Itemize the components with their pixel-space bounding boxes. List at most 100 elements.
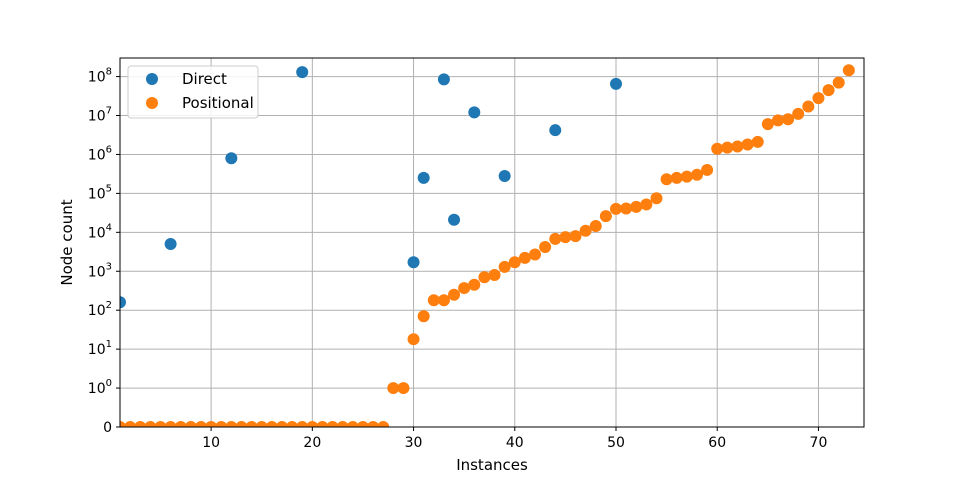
positional-point bbox=[356, 421, 369, 427]
legend: Direct Positional bbox=[127, 65, 259, 119]
x-tick-label: 40 bbox=[506, 435, 524, 451]
positional-point bbox=[549, 232, 562, 245]
y-tick-label: 103 bbox=[88, 261, 112, 280]
positional-point bbox=[599, 210, 612, 223]
positional-point bbox=[508, 256, 521, 269]
x-tick-label: 70 bbox=[810, 435, 828, 451]
x-tick-label: 60 bbox=[708, 435, 726, 451]
positional-point bbox=[842, 64, 855, 77]
x-tick-label: 20 bbox=[303, 435, 321, 451]
positional-point bbox=[407, 333, 420, 346]
y-tick-label: 106 bbox=[88, 144, 112, 163]
positional-point bbox=[154, 421, 167, 427]
positional-point bbox=[468, 278, 481, 291]
y-tick-label: 100 bbox=[88, 378, 112, 397]
positional-point bbox=[711, 142, 724, 155]
positional-point bbox=[134, 421, 147, 427]
positional-point bbox=[296, 421, 309, 427]
positional-point bbox=[225, 421, 238, 427]
positional-point bbox=[650, 192, 663, 205]
positional-point bbox=[346, 421, 359, 427]
x-tick-label: 10 bbox=[202, 435, 220, 451]
positional-point bbox=[427, 294, 440, 307]
positional-point bbox=[812, 92, 825, 105]
plot-frame bbox=[119, 57, 865, 428]
y-tick-label: 105 bbox=[88, 183, 112, 202]
x-axis-ticks: 10 20 30 40 50 60 70 bbox=[202, 427, 827, 451]
positional-point bbox=[518, 251, 531, 264]
direct-point bbox=[549, 124, 562, 137]
positional-point bbox=[397, 382, 410, 395]
positional-point bbox=[387, 382, 400, 395]
positional-point bbox=[539, 240, 552, 253]
positional-point bbox=[630, 200, 643, 213]
positional-point bbox=[589, 220, 602, 233]
direct-point bbox=[120, 296, 126, 309]
positional-point bbox=[832, 76, 845, 89]
legend-marker bbox=[146, 73, 158, 85]
direct-point bbox=[468, 106, 481, 119]
direct-point bbox=[164, 238, 177, 251]
positional-point bbox=[680, 170, 693, 183]
positional-point bbox=[559, 231, 572, 244]
positional-point bbox=[124, 421, 137, 427]
positional-point bbox=[286, 421, 299, 427]
direct-point bbox=[417, 171, 430, 184]
direct-point bbox=[448, 213, 461, 226]
positional-point bbox=[792, 107, 805, 120]
positional-point bbox=[184, 421, 197, 427]
y-axis-label: Node count bbox=[58, 199, 76, 285]
positional-point bbox=[620, 202, 633, 215]
positional-point bbox=[569, 230, 582, 243]
positional-point bbox=[741, 138, 754, 151]
positional-point bbox=[640, 198, 653, 211]
direct-point bbox=[437, 73, 450, 86]
positional-point bbox=[488, 269, 501, 282]
positional-point bbox=[478, 271, 491, 284]
direct-point bbox=[498, 169, 511, 182]
positional-point bbox=[690, 168, 703, 181]
positional-point bbox=[529, 248, 542, 261]
positional-point bbox=[437, 294, 450, 307]
y-tick-label: 101 bbox=[88, 339, 112, 358]
positional-point bbox=[377, 421, 390, 427]
positional-point bbox=[367, 421, 380, 427]
positional-point bbox=[265, 421, 278, 427]
legend-label: Direct bbox=[182, 70, 227, 88]
positional-point bbox=[164, 421, 177, 427]
positional-point bbox=[802, 100, 815, 113]
legend-marker bbox=[146, 97, 158, 109]
positional-point bbox=[144, 421, 157, 427]
positional-point bbox=[205, 421, 218, 427]
positional-point bbox=[822, 84, 835, 97]
positional-point bbox=[174, 421, 187, 427]
grid bbox=[120, 58, 864, 428]
positional-point bbox=[215, 421, 228, 427]
x-tick-label: 50 bbox=[607, 435, 625, 451]
positional-point bbox=[771, 114, 784, 127]
direct-point bbox=[610, 77, 622, 90]
positional-point bbox=[417, 310, 430, 323]
positional-point bbox=[245, 421, 258, 427]
positional-point bbox=[782, 113, 795, 126]
positional-point bbox=[306, 421, 319, 427]
positional-point bbox=[670, 171, 683, 184]
positional-point bbox=[731, 140, 744, 153]
positional-point bbox=[751, 135, 764, 148]
x-tick-label: 30 bbox=[405, 435, 423, 451]
legend-box bbox=[127, 65, 259, 119]
direct-point bbox=[296, 66, 309, 79]
positional-point bbox=[498, 260, 511, 273]
positional-point bbox=[275, 421, 288, 427]
data-points bbox=[120, 64, 855, 427]
positional-point bbox=[761, 118, 774, 131]
y-tick-label: 107 bbox=[88, 106, 112, 125]
positional-point bbox=[721, 141, 734, 154]
legend-label: Positional bbox=[182, 94, 254, 112]
positional-point bbox=[579, 224, 592, 237]
y-tick-label: 102 bbox=[88, 300, 112, 319]
x-axis-label: Instances bbox=[456, 456, 528, 474]
positional-point bbox=[316, 421, 329, 427]
positional-point bbox=[660, 173, 673, 186]
